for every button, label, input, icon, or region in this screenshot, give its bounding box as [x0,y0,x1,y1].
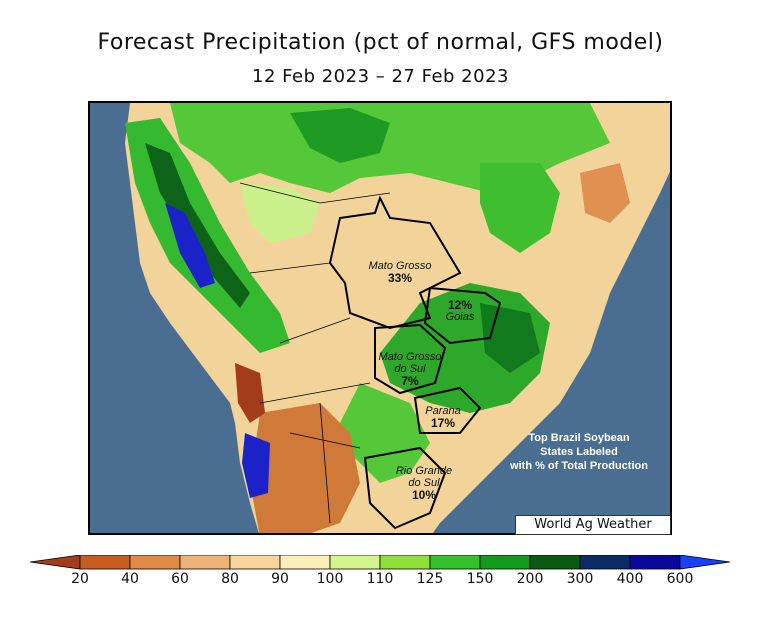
legend-tick-label: 125 [416,571,444,587]
state-pct: 17% [430,416,456,430]
region-south-dry [250,403,360,533]
state-name: Parana [425,405,461,417]
state-pct: 12% [447,298,473,312]
annotation-line: with % of Total Production [510,460,648,472]
region-chile-red [235,363,265,423]
annotation-line: States Labeled [540,446,618,458]
precipitation-map [90,103,670,533]
region-andes-blue [165,203,215,288]
country-borders [239,182,391,524]
label-rio-grande-do-sul: Rio Grande do Sul 10% [388,465,460,501]
legend-tick-label: 200 [516,571,544,587]
state-parana-outline [413,386,482,434]
legend-swatch [479,555,531,570]
chart-title: Forecast Precipitation (pct of normal, G… [97,30,664,55]
legend-arrow-low [30,555,81,570]
state-name-line: do Sul [408,477,440,489]
label-mato-grosso-do-sul: Mato Grosso do Sul 7% [370,351,450,387]
legend-tick-label: 40 [121,571,139,587]
region-darkgreen-north [290,108,390,163]
state-name-line: Rio Grande [395,465,453,477]
legend-swatch [429,555,481,570]
legend-swatch [229,555,281,570]
legend-swatch [629,555,681,570]
legend-tick-label: 600 [666,571,694,587]
label-mato-grosso: Mato Grosso 33% [355,260,445,284]
map-panel: Mato Grosso 33% 12% Goias Mato Grosso do… [88,101,672,535]
annotation-line: Top Brazil Soybean [528,432,630,444]
legend-tick-label: 400 [616,571,644,587]
state-pct: 7% [401,374,419,388]
legend-swatch [279,555,331,570]
label-goias: 12% Goias [435,299,485,323]
region-northeast-green [480,163,560,253]
legend-tick-label: 150 [466,571,494,587]
legend-tick-label: 60 [171,571,189,587]
legend-swatch [329,555,381,570]
chart-subtitle: 12 Feb 2023 – 27 Feb 2023 [252,66,509,87]
state-ms-outline [374,323,447,395]
legend-tick-label: 100 [316,571,344,587]
region-south-green [340,383,430,483]
credit-label: World Ag Weather [515,515,671,535]
legend-swatch [529,555,581,570]
map-annotation: Top Brazil Soybean States Labeled with %… [504,431,654,473]
legend-swatch [129,555,181,570]
label-parana: Parana 17% [418,405,468,429]
legend-colorbar [30,555,731,570]
legend-swatch [579,555,631,570]
legend-tick-label: 90 [271,571,289,587]
state-name-line: Mato Grosso [378,351,442,363]
state-name: Goias [445,311,475,323]
legend-swatch [379,555,431,570]
legend-tick-label: 20 [71,571,89,587]
region-northeast-dry [580,163,630,223]
legend-swatch [79,555,131,570]
region-chile-blue [242,433,270,498]
legend-swatch [179,555,231,570]
legend-tick-label: 300 [566,571,594,587]
region-andes-darkgreen [145,143,250,308]
state-mato-grosso-outline [328,195,462,330]
legend-tick-label: 80 [221,571,239,587]
state-pct: 10% [411,488,437,502]
legend-tick-label: 110 [366,571,394,587]
legend-arrow-high [679,555,731,570]
state-pct: 33% [387,271,413,285]
state-goias-outline [423,286,502,345]
state-rs-outline [363,446,447,530]
state-name: Mato Grosso [368,260,432,272]
state-name-line: do Sul [394,363,426,375]
